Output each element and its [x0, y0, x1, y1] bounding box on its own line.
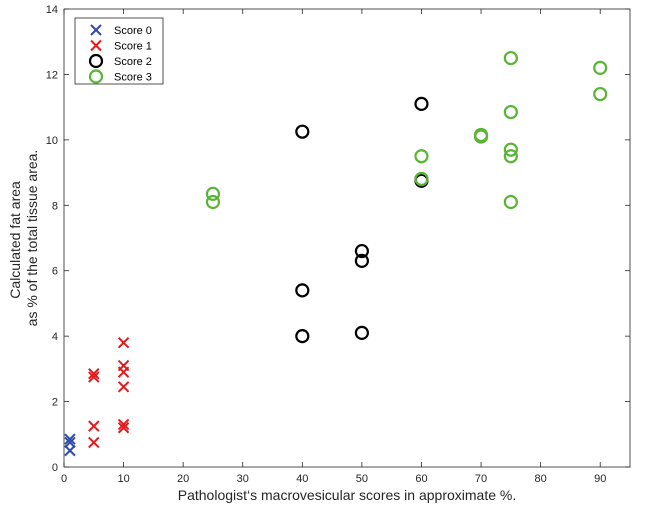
legend-marker-score-0: [90, 24, 102, 36]
y-axis-label-line-1: Calculated fat area: [7, 181, 23, 299]
x-tick-label: 0: [61, 473, 67, 485]
legend-marker-score-1: [90, 39, 102, 52]
point-score-3: [503, 50, 518, 66]
point-score-2: [354, 325, 369, 340]
y-tick-label: 8: [52, 200, 58, 212]
x-axis-label: Pathologist‘s macrovesicular scores in a…: [178, 487, 516, 503]
x-tick-label: 30: [237, 473, 249, 485]
x-tick-label: 70: [475, 473, 487, 485]
legend-marker-score-3: [88, 69, 104, 84]
point-score-1: [117, 381, 130, 393]
point-score-3: [593, 86, 608, 102]
point-score-0: [64, 444, 76, 457]
point-score-0: [64, 433, 76, 445]
point-score-3: [414, 172, 429, 187]
point-score-1: [117, 422, 130, 434]
legend-items: Score 0 Score 1 Score 2 Score 3: [88, 24, 152, 84]
point-score-2: [354, 253, 369, 268]
point-score-1: [117, 418, 130, 431]
legend-label-score-3: Score 3: [114, 72, 152, 84]
y-tick-label: 6: [52, 266, 58, 278]
y-tick-label: 12: [46, 69, 58, 81]
point-score-1: [88, 368, 100, 380]
point-score-3: [473, 129, 489, 144]
x-tick-label: 80: [535, 473, 547, 485]
point-score-2: [295, 124, 310, 139]
point-score-1: [117, 336, 130, 349]
legend: Score 0 Score 1 Score 2 Score 3: [74, 17, 164, 85]
point-score-2: [414, 96, 429, 111]
x-tick-label: 50: [356, 473, 368, 485]
x-tick-label: 40: [296, 473, 308, 485]
point-score-1: [117, 366, 130, 378]
legend-box: [74, 17, 164, 85]
y-tick-label: 10: [46, 135, 58, 147]
point-score-1: [88, 420, 100, 432]
y-tick-label: 4: [52, 331, 58, 343]
y-tick-label: 0: [52, 462, 58, 474]
point-score-3: [414, 149, 429, 164]
legend-label-score-1: Score 1: [114, 41, 152, 53]
point-score-3: [205, 194, 221, 210]
point-score-2: [295, 329, 310, 344]
point-score-0: [64, 436, 76, 449]
point-score-3: [593, 60, 608, 75]
x-axis-ticks: 0 10 20 30 40 50 60 70 80 90: [61, 9, 606, 485]
point-score-2: [354, 243, 369, 259]
point-score-1: [88, 371, 100, 383]
point-score-3: [503, 149, 518, 164]
point-score-3: [503, 194, 518, 210]
point-score-2: [295, 283, 310, 298]
point-score-3: [205, 186, 221, 201]
point-score-3: [503, 142, 518, 157]
data-points: [64, 50, 608, 457]
x-tick-label: 10: [117, 473, 129, 485]
legend-marker-score-2: [88, 53, 104, 69]
legend-label-score-0: Score 0: [114, 25, 152, 37]
y-tick-label: 2: [52, 397, 58, 409]
y-axis-label: Calculated fat area as % of the total ti…: [7, 150, 40, 327]
point-score-3: [503, 104, 518, 120]
y-axis-ticks: 0 2 4 6 8 10 12 14: [46, 4, 630, 474]
plot-area: [63, 8, 631, 468]
x-tick-label: 60: [415, 473, 427, 485]
y-tick-label: 14: [46, 4, 58, 16]
legend-label-score-2: Score 2: [114, 56, 152, 68]
x-tick-label: 20: [177, 473, 189, 485]
point-score-1: [88, 436, 100, 449]
x-tick-label: 90: [594, 473, 606, 485]
y-axis-label-line-2: as % of the total tissue area.: [24, 150, 40, 327]
